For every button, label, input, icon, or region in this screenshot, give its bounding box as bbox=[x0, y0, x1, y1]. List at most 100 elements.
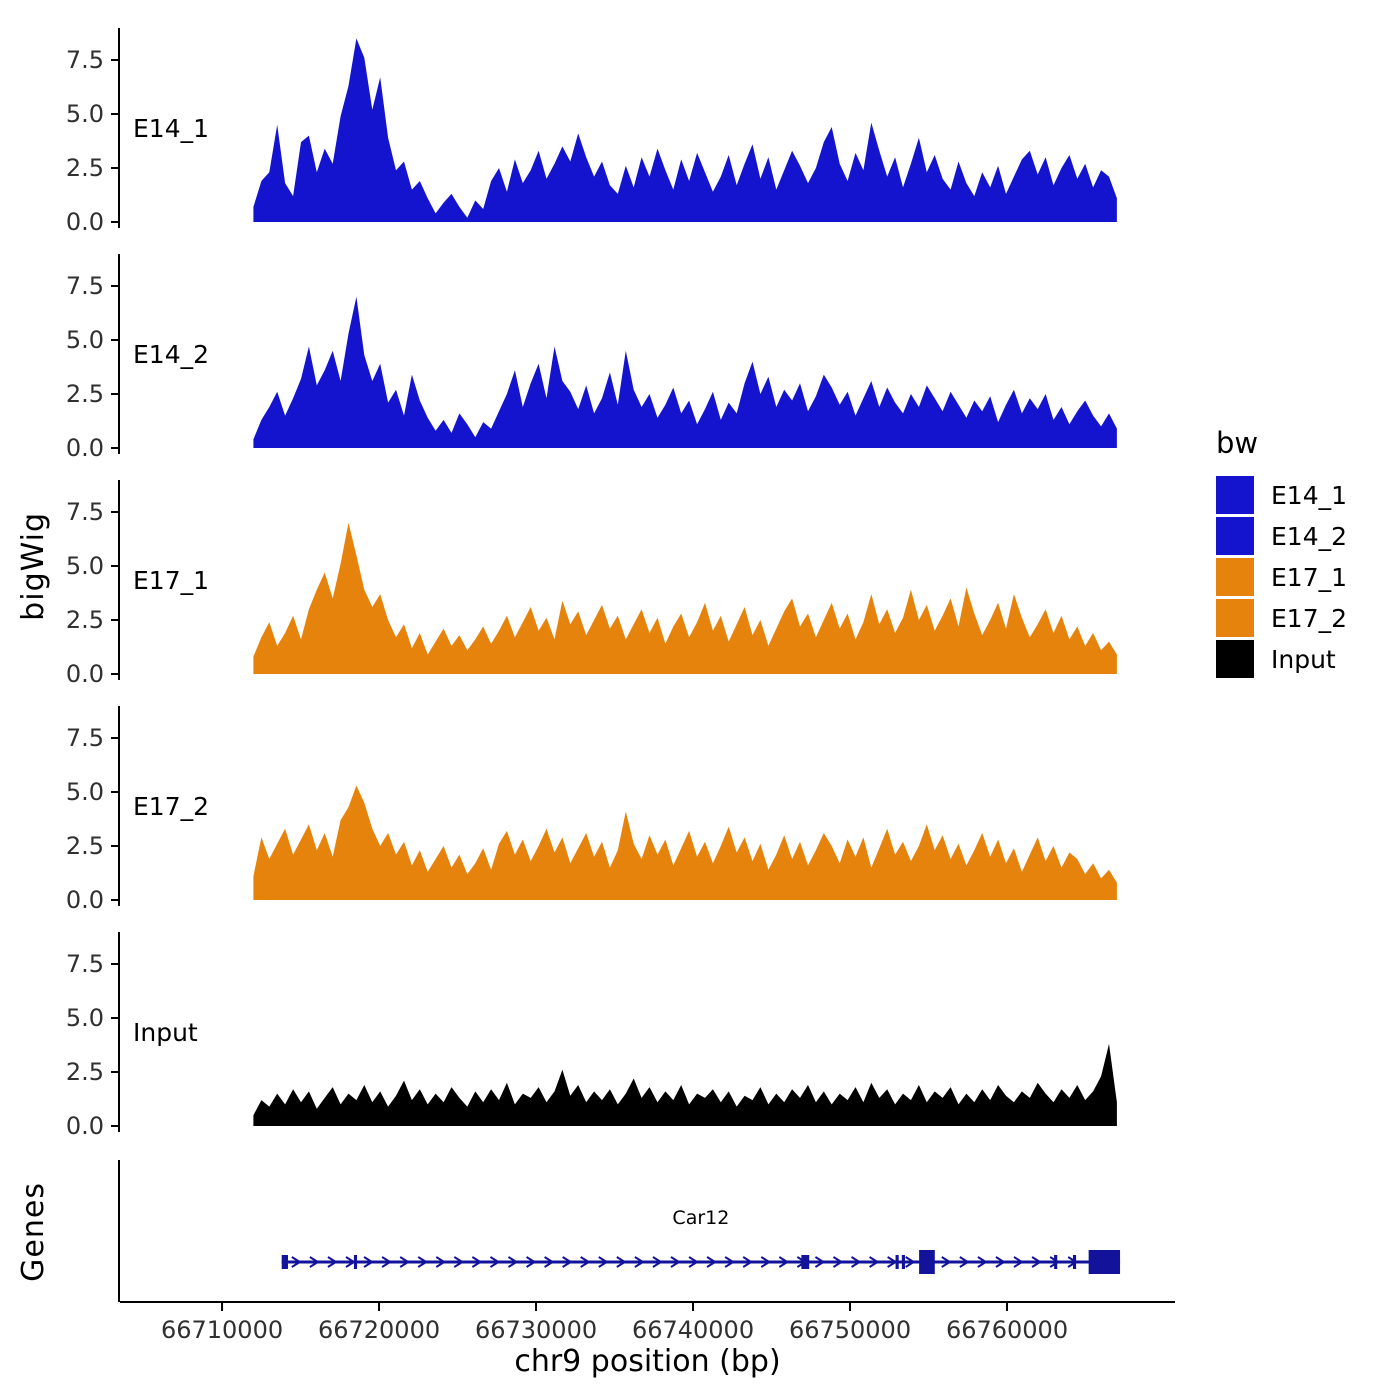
legend-item-Input: Input bbox=[1216, 640, 1347, 678]
y-axis-title-bigwig: bigWig bbox=[16, 512, 51, 621]
x-tick-label: 66760000 bbox=[946, 1316, 1068, 1344]
intron-arrow-icon bbox=[399, 1256, 411, 1268]
intron-arrow-icon bbox=[291, 1256, 302, 1268]
intron-arrow-icon bbox=[941, 1256, 952, 1268]
y-tick-label: 5.0 bbox=[66, 778, 104, 806]
gene-name-label: Car12 bbox=[672, 1207, 729, 1229]
legend-swatch-icon bbox=[1216, 517, 1254, 555]
track-label-E17_2: E17_2 bbox=[133, 792, 209, 821]
y-tick-label: 0.0 bbox=[66, 434, 104, 462]
legend-swatch-icon bbox=[1216, 599, 1254, 637]
legend-item-label: E17_2 bbox=[1271, 603, 1348, 633]
y-tick-label: 7.5 bbox=[66, 498, 104, 526]
legend-item-label: E14_2 bbox=[1271, 521, 1348, 551]
intron-arrow-icon bbox=[814, 1256, 826, 1268]
legend-swatch-icon bbox=[1216, 558, 1254, 596]
intron-arrow-icon bbox=[905, 1256, 916, 1268]
exon-rect bbox=[801, 1255, 810, 1269]
y-axis-title-genes: Genes bbox=[16, 1182, 51, 1282]
exon-rect bbox=[895, 1255, 899, 1269]
intron-arrow-icon bbox=[688, 1256, 699, 1268]
y-tick-label: 2.5 bbox=[66, 606, 104, 634]
x-tick-label: 66730000 bbox=[475, 1316, 597, 1344]
y-tick-label: 2.5 bbox=[66, 154, 104, 182]
y-tick-label: 0.0 bbox=[66, 886, 104, 914]
legend-swatch-icon bbox=[1216, 640, 1254, 678]
y-tick-label: 0.0 bbox=[66, 660, 104, 688]
intron-arrow-icon bbox=[977, 1256, 988, 1268]
intron-arrow-icon bbox=[670, 1256, 681, 1268]
intron-arrow-icon bbox=[1013, 1256, 1024, 1268]
exon-rect bbox=[1054, 1255, 1058, 1269]
y-tick-label: 7.5 bbox=[66, 950, 104, 978]
intron-arrow-icon bbox=[869, 1256, 880, 1268]
exon-rect bbox=[353, 1255, 358, 1269]
intron-arrow-icon bbox=[327, 1256, 338, 1268]
signal-area-Input bbox=[253, 1043, 1117, 1126]
y-tick-label: 0.0 bbox=[66, 1112, 104, 1140]
y-tick-label: 2.5 bbox=[66, 1058, 104, 1086]
intron-arrow-icon bbox=[652, 1256, 663, 1268]
legend-item-E17_1: E17_1 bbox=[1216, 558, 1347, 596]
legend-item-E14_2: E14_2 bbox=[1216, 517, 1347, 555]
intron-arrow-icon bbox=[706, 1256, 717, 1268]
intron-arrow-icon bbox=[832, 1256, 844, 1268]
intron-arrow-icon bbox=[417, 1256, 429, 1268]
signal-area-E14_2 bbox=[253, 296, 1117, 448]
intron-arrow-icon bbox=[598, 1256, 609, 1268]
legend-item-label: Input bbox=[1271, 644, 1336, 674]
legend-title: bw bbox=[1216, 426, 1259, 460]
x-tick-label: 66750000 bbox=[789, 1316, 911, 1344]
legend-swatch-icon bbox=[1216, 476, 1254, 514]
intron-arrow-icon bbox=[724, 1256, 736, 1268]
exon-rect bbox=[1072, 1255, 1077, 1269]
y-tick-label: 7.5 bbox=[66, 724, 104, 752]
intron-arrow-icon bbox=[1067, 1256, 1079, 1268]
intron-arrow-icon bbox=[381, 1256, 392, 1268]
x-tick-label: 66710000 bbox=[161, 1316, 283, 1344]
track-label-Input: Input bbox=[133, 1018, 198, 1047]
legend-item-E17_2: E17_2 bbox=[1216, 599, 1347, 637]
y-tick-label: 0.0 bbox=[66, 208, 104, 236]
intron-arrow-icon bbox=[489, 1256, 501, 1268]
intron-arrow-icon bbox=[959, 1256, 970, 1268]
exon-rect bbox=[1088, 1250, 1121, 1274]
intron-arrow-icon bbox=[580, 1256, 591, 1268]
y-tick-label: 2.5 bbox=[66, 832, 104, 860]
intron-arrow-icon bbox=[995, 1256, 1006, 1268]
exon-rect bbox=[901, 1255, 905, 1269]
intron-arrow-icon bbox=[1031, 1256, 1042, 1268]
y-tick-label: 7.5 bbox=[66, 272, 104, 300]
y-tick-label: 5.0 bbox=[66, 1004, 104, 1032]
legend-item-label: E17_1 bbox=[1271, 562, 1348, 592]
y-tick-label: 5.0 bbox=[66, 552, 104, 580]
x-tick-label: 66740000 bbox=[632, 1316, 754, 1344]
intron-arrow-icon bbox=[850, 1256, 862, 1268]
y-tick-label: 2.5 bbox=[66, 380, 104, 408]
exon-rect bbox=[281, 1255, 288, 1269]
legend-item-label: E14_1 bbox=[1271, 480, 1348, 510]
x-tick-label: 66720000 bbox=[318, 1316, 440, 1344]
track-label-E17_1: E17_1 bbox=[133, 566, 209, 595]
intron-arrow-icon bbox=[526, 1256, 537, 1268]
intron-arrow-icon bbox=[435, 1256, 447, 1268]
intron-arrow-icon bbox=[453, 1256, 465, 1268]
intron-arrow-icon bbox=[507, 1256, 519, 1268]
intron-arrow-icon bbox=[471, 1256, 483, 1268]
track-label-E14_1: E14_1 bbox=[133, 114, 209, 143]
track-label-E14_2: E14_2 bbox=[133, 340, 209, 369]
y-tick-label: 5.0 bbox=[66, 100, 104, 128]
intron-arrow-icon bbox=[562, 1256, 573, 1268]
intron-arrow-icon bbox=[742, 1256, 754, 1268]
intron-arrow-icon bbox=[634, 1256, 645, 1268]
signal-area-E14_1 bbox=[253, 38, 1117, 223]
intron-arrow-icon bbox=[363, 1256, 374, 1268]
x-axis-title: chr9 position (bp) bbox=[514, 1344, 781, 1379]
signal-area-E17_2 bbox=[253, 785, 1117, 900]
intron-arrow-icon bbox=[760, 1256, 772, 1268]
intron-arrow-icon bbox=[1049, 1256, 1060, 1268]
legend-item-E14_1: E14_1 bbox=[1216, 476, 1347, 514]
y-tick-label: 7.5 bbox=[66, 46, 104, 74]
